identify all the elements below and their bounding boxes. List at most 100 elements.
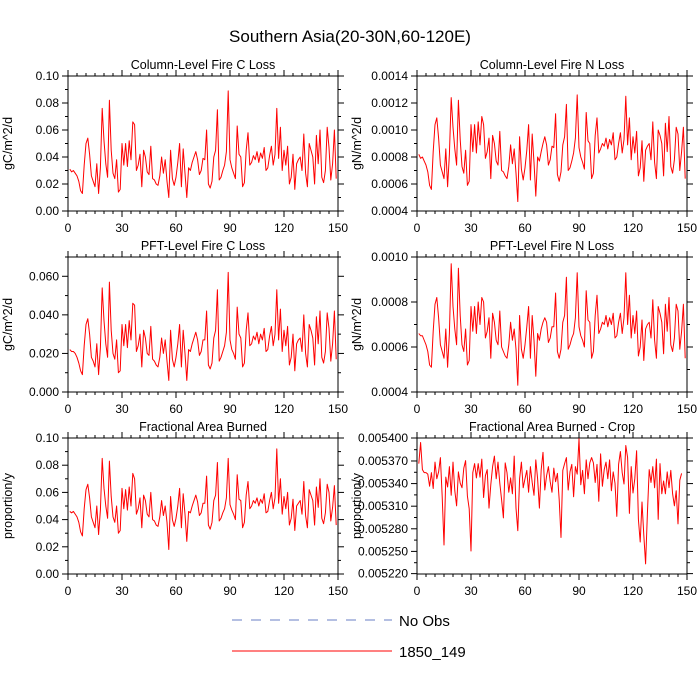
- y-tick-label: 0.00: [36, 567, 60, 581]
- x-tick-label: 90: [572, 584, 586, 598]
- y-tick-label: 0.00: [36, 204, 60, 218]
- series-line-1850-149: [69, 90, 337, 198]
- series-line-1850-149: [418, 94, 686, 203]
- x-tick-label: 150: [677, 402, 697, 416]
- y-tick-label: 0.0010: [371, 250, 408, 264]
- panel-title: Column-Level Fire N Loss: [480, 58, 625, 72]
- y-tick-label: 0.10: [36, 69, 60, 83]
- y-tick-label: 0.02: [36, 540, 60, 554]
- figure-title: Southern Asia(20-30N,60-120E): [229, 27, 471, 46]
- y-tick-label: 0.000: [29, 385, 59, 399]
- x-tick-label: 150: [328, 402, 348, 416]
- panel-3: PFT-Level Fire C Loss gC/m^2/d 0 30 60 90 120 1…: [1, 239, 348, 416]
- series-line-1850-149: [69, 271, 337, 381]
- series-line-1850-149: [418, 263, 686, 386]
- x-tick-label: 150: [677, 584, 697, 598]
- x-tick-label: 150: [328, 221, 348, 235]
- x-tick-label: 90: [223, 221, 237, 235]
- y-tick-label: 0.0006: [371, 177, 408, 191]
- panel-title: Fractional Area Burned - Crop: [469, 420, 635, 434]
- x-tick-label: 90: [572, 221, 586, 235]
- x-tick-label: 60: [518, 584, 532, 598]
- y-tick-label: 0.005220: [358, 567, 408, 581]
- legend-label-1850-149: 1850_149: [399, 644, 466, 661]
- x-tick-label: 30: [115, 402, 129, 416]
- x-tick-label: 0: [65, 221, 72, 235]
- series-line-1850-149: [418, 438, 683, 565]
- y-tick-label: 0.0008: [371, 150, 408, 164]
- panel-5: Fractional Area Burned proportion/y 0 30 60 9…: [1, 420, 348, 598]
- y-axis-label: gN/m^2/d: [350, 298, 364, 351]
- x-tick-label: 60: [169, 402, 183, 416]
- x-tick-label: 0: [414, 584, 421, 598]
- panel-title: Fractional Area Burned: [139, 420, 267, 434]
- y-tick-label: 0.04: [36, 513, 60, 527]
- y-tick-label: 0.005280: [358, 522, 408, 536]
- y-tick-label: 0.0004: [371, 204, 408, 218]
- y-axis-label: proportion/y: [350, 472, 364, 539]
- y-tick-label: 0.040: [29, 308, 59, 322]
- x-tick-label: 60: [518, 402, 532, 416]
- x-tick-label: 30: [464, 221, 478, 235]
- x-tick-label: 120: [274, 402, 294, 416]
- panel-4: PFT-Level Fire N Loss gN/m^2/d 0 30 60 90 120 1…: [350, 239, 697, 416]
- x-tick-label: 0: [414, 221, 421, 235]
- y-axis-label: gN/m^2/d: [350, 117, 364, 170]
- x-tick-label: 0: [65, 584, 72, 598]
- x-tick-label: 90: [572, 402, 586, 416]
- x-tick-label: 60: [169, 221, 183, 235]
- y-tick-label: 0.005400: [358, 431, 408, 445]
- x-tick-label: 120: [623, 221, 643, 235]
- y-tick-label: 0.10: [36, 431, 60, 445]
- x-tick-label: 60: [169, 584, 183, 598]
- y-tick-label: 0.005310: [358, 499, 408, 513]
- y-tick-label: 0.0006: [371, 340, 408, 354]
- legend: No Obs 1850_149: [232, 613, 466, 661]
- y-tick-label: 0.08: [36, 96, 60, 110]
- panel-6: Fractional Area Burned - Crop proportion/…: [350, 420, 697, 598]
- panel-title: PFT-Level Fire C Loss: [141, 239, 265, 253]
- series-line-1850-149: [69, 448, 337, 551]
- y-tick-label: 0.005370: [358, 454, 408, 468]
- x-tick-label: 30: [115, 584, 129, 598]
- y-axis-label: proportion/y: [1, 472, 15, 539]
- y-tick-label: 0.06: [36, 485, 60, 499]
- x-tick-label: 120: [623, 584, 643, 598]
- x-tick-label: 150: [677, 221, 697, 235]
- y-tick-label: 0.06: [36, 123, 60, 137]
- y-tick-label: 0.0012: [371, 96, 408, 110]
- y-tick-label: 0.0014: [371, 69, 408, 83]
- y-tick-label: 0.08: [36, 458, 60, 472]
- legend-label-no-obs: No Obs: [399, 613, 450, 630]
- x-tick-label: 90: [223, 402, 237, 416]
- y-tick-label: 0.020: [29, 346, 59, 360]
- y-axis-label: gC/m^2/d: [1, 117, 15, 170]
- x-tick-label: 120: [274, 584, 294, 598]
- panel-title: PFT-Level Fire N Loss: [490, 239, 614, 253]
- y-tick-label: 0.0008: [371, 295, 408, 309]
- x-tick-label: 90: [223, 584, 237, 598]
- plot-frame: [416, 437, 688, 575]
- y-tick-label: 0.0004: [371, 385, 408, 399]
- x-tick-label: 0: [65, 402, 72, 416]
- y-tick-label: 0.005340: [358, 477, 408, 491]
- y-tick-label: 0.02: [36, 177, 60, 191]
- panel-1: Column-Level Fire C Loss gC/m^2/d 0 30 60 90 1…: [1, 58, 348, 235]
- x-tick-label: 0: [414, 402, 421, 416]
- x-tick-label: 150: [328, 584, 348, 598]
- y-axis-label: gC/m^2/d: [1, 298, 15, 351]
- panel-title: Column-Level Fire C Loss: [131, 58, 276, 72]
- x-tick-label: 30: [115, 221, 129, 235]
- y-tick-label: 0.060: [29, 269, 59, 283]
- y-tick-label: 0.04: [36, 150, 60, 164]
- y-tick-label: 0.005250: [358, 544, 408, 558]
- x-tick-label: 60: [518, 221, 532, 235]
- plot-frame: [67, 437, 339, 575]
- x-tick-label: 120: [274, 221, 294, 235]
- y-tick-label: 0.0010: [371, 123, 408, 137]
- x-tick-label: 120: [623, 402, 643, 416]
- x-tick-label: 30: [464, 584, 478, 598]
- x-tick-label: 30: [464, 402, 478, 416]
- panel-2: Column-Level Fire N Loss gN/m^2/d 0 30 60 90 1…: [350, 58, 697, 235]
